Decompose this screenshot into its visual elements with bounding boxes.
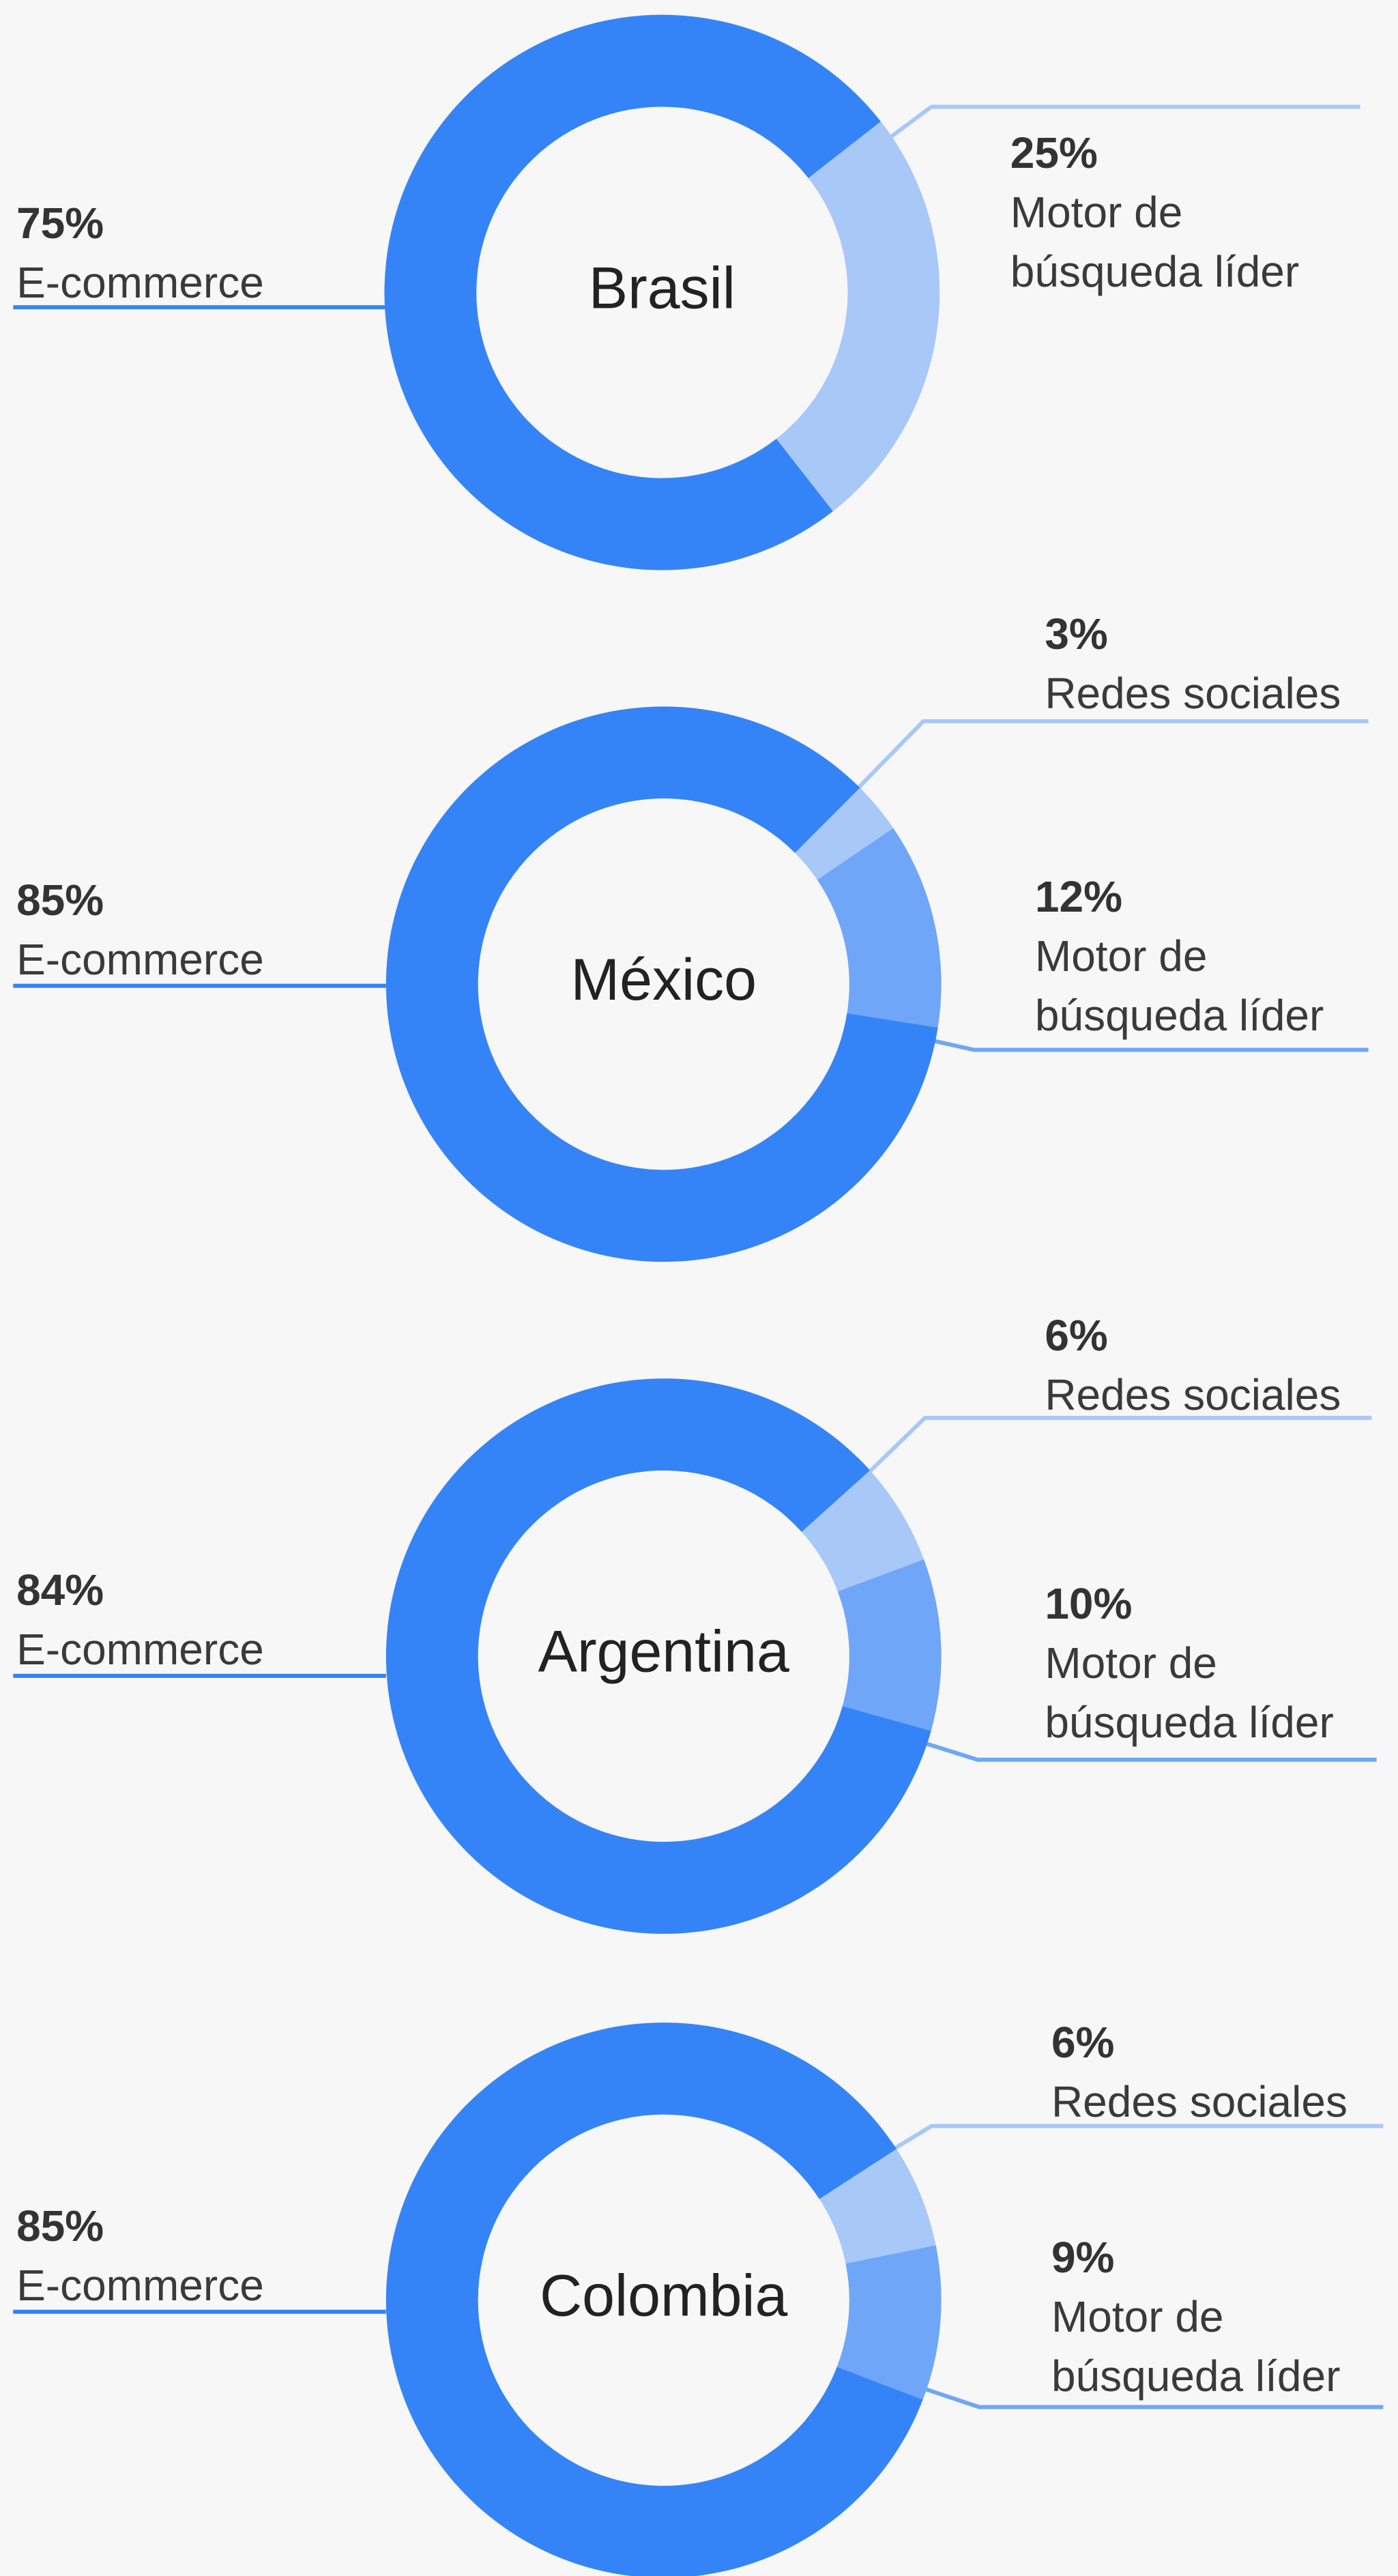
segment-label: 6% Redes sociales (1051, 2013, 1348, 2132)
donut-segment (837, 1559, 942, 1731)
category-label: E-commerce (16, 258, 264, 308)
category-label: Motor de búsqueda líder (1045, 1638, 1334, 1747)
donut-segment (385, 706, 938, 1262)
value-label: 10% (1045, 1578, 1133, 1628)
category-label: Motor de búsqueda líder (1034, 931, 1324, 1041)
category-label: Motor de búsqueda líder (1051, 2291, 1341, 2401)
category-label: Redes sociales (1045, 1370, 1341, 1420)
donut-segment (801, 1470, 924, 1592)
donut-segment (776, 121, 940, 512)
donut-segment (795, 787, 894, 880)
category-label: Redes sociales (1045, 669, 1341, 719)
value-label: 6% (1051, 2017, 1115, 2067)
leader-line (886, 104, 1360, 142)
segment-label: 3% Redes sociales (1045, 605, 1341, 723)
category-label: E-commerce (16, 2261, 264, 2311)
value-label: 25% (1010, 128, 1098, 177)
segment-label: 12% Motor de búsqueda líder (1035, 867, 1324, 1045)
donut-segment (384, 14, 881, 570)
value-label: 12% (1034, 872, 1122, 922)
segment-label: 75% E-commerce (16, 194, 264, 313)
segment-label: 6% Redes sociales (1045, 1306, 1341, 1425)
category-label: E-commerce (16, 1625, 264, 1675)
value-label: 84% (16, 1565, 104, 1615)
segment-label: 9% Motor de búsqueda líder (1051, 2228, 1340, 2406)
segment-label: 84% E-commerce (16, 1561, 264, 1679)
segment-label: 85% E-commerce (16, 871, 264, 989)
donut-segment (836, 2245, 942, 2400)
value-label: 85% (16, 2201, 104, 2251)
value-label: 6% (1045, 1311, 1108, 1361)
chart-title: Brasil (589, 255, 736, 321)
donut-segment (385, 1378, 931, 1934)
value-label: 75% (16, 199, 104, 248)
segment-label: 10% Motor de búsqueda líder (1045, 1574, 1333, 1752)
segment-label: 25% Motor de búsqueda líder (1010, 124, 1299, 302)
donut-segment (385, 2022, 923, 2576)
category-label: Motor de búsqueda líder (1010, 187, 1300, 296)
donut-segment (819, 2149, 936, 2264)
chart-title: Argentina (538, 1619, 789, 1685)
category-label: Redes sociales (1051, 2076, 1348, 2126)
donut-segment (817, 828, 942, 1028)
leader-line (892, 2124, 1384, 2151)
value-label: 3% (1045, 609, 1108, 659)
chart-title: Colombia (540, 2263, 787, 2329)
leader-line (866, 1415, 1372, 1475)
leader-line (840, 2359, 1384, 2409)
category-label: E-commerce (16, 935, 264, 985)
value-label: 9% (1051, 2232, 1115, 2282)
segment-label: 85% E-commerce (16, 2197, 264, 2315)
chart-title: México (571, 947, 757, 1013)
leader-line (856, 719, 1369, 790)
value-label: 85% (16, 875, 104, 925)
